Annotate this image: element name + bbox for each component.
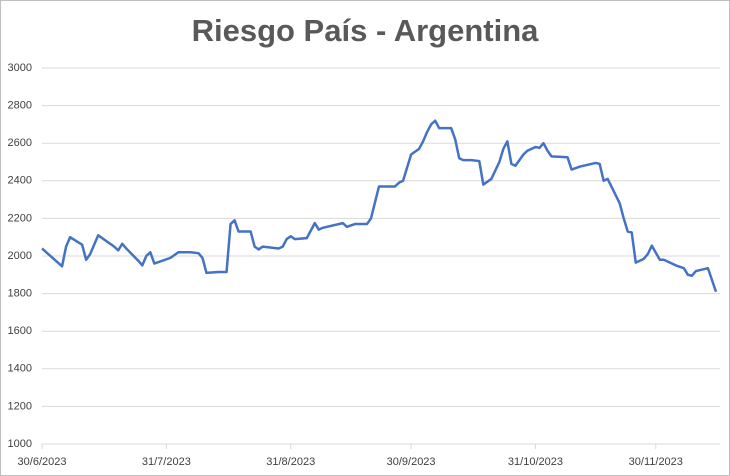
y-tick-label: 2800 xyxy=(8,100,32,112)
data-line xyxy=(41,119,718,293)
x-tick-label: 30/11/2023 xyxy=(629,456,683,468)
y-tick-label: 2400 xyxy=(8,175,32,187)
y-tick-label: 1600 xyxy=(8,325,32,337)
x-tick-label: 31/10/2023 xyxy=(508,456,563,468)
y-tick-label: 2000 xyxy=(8,250,32,262)
y-tick-label: 3000 xyxy=(8,62,32,74)
y-tick-label: 2600 xyxy=(8,137,32,149)
y-tick-label: 1800 xyxy=(8,288,32,300)
y-tick-label: 1400 xyxy=(8,363,32,375)
y-tick-label: 2200 xyxy=(8,212,32,224)
chart-title: Riesgo País - Argentina xyxy=(192,13,540,48)
x-tick-label: 31/7/2023 xyxy=(142,456,191,468)
y-tick-label: 1000 xyxy=(8,438,32,450)
y-tick-label: 1200 xyxy=(8,400,32,412)
x-tick-label: 30/9/2023 xyxy=(387,456,436,468)
x-tick-label: 30/6/2023 xyxy=(18,456,67,468)
x-tick-label: 31/8/2023 xyxy=(266,456,315,468)
